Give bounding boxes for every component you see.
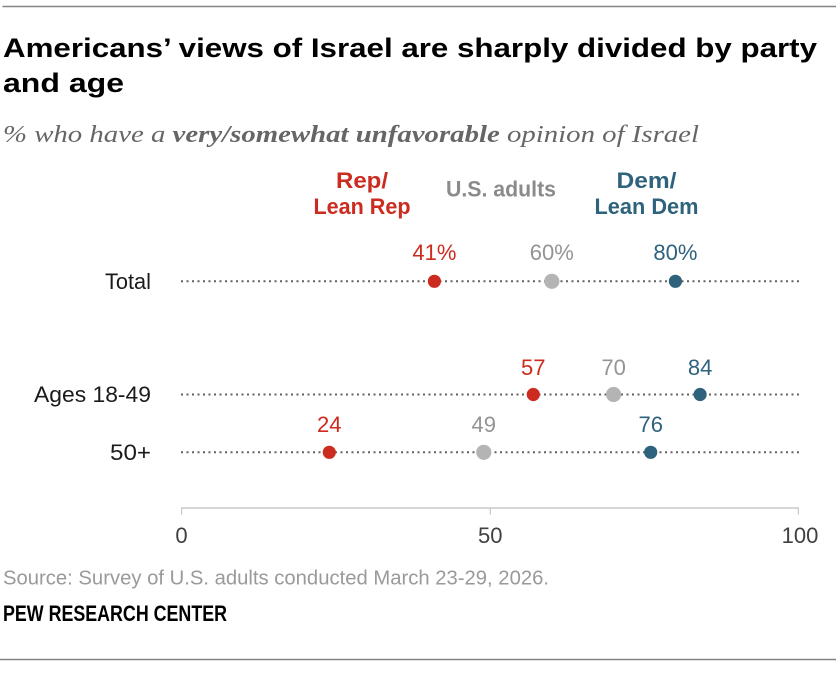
svg-text:Lean Dem: Lean Dem bbox=[595, 194, 699, 219]
svg-text:Source: Survey of U.S. adults: Source: Survey of U.S. adults conducted … bbox=[3, 568, 549, 590]
svg-text:Lean Rep: Lean Rep bbox=[314, 194, 411, 219]
svg-text:PEW RESEARCH CENTER: PEW RESEARCH CENTER bbox=[3, 601, 227, 626]
svg-text:Total: Total bbox=[105, 269, 151, 294]
svg-text:100: 100 bbox=[782, 523, 819, 548]
svg-text:50: 50 bbox=[478, 523, 502, 548]
svg-text:57: 57 bbox=[521, 355, 545, 380]
svg-text:Dem/: Dem/ bbox=[617, 168, 677, 193]
svg-text:24: 24 bbox=[317, 412, 341, 437]
svg-text:70: 70 bbox=[601, 355, 625, 380]
svg-text:76: 76 bbox=[638, 412, 662, 437]
svg-text:0: 0 bbox=[175, 523, 187, 548]
svg-text:49: 49 bbox=[472, 412, 496, 437]
svg-text:Americans’ views of Israel are: Americans’ views of Israel are sharply d… bbox=[3, 33, 817, 63]
svg-text:80%: 80% bbox=[653, 240, 697, 265]
svg-text:U.S. adults: U.S. adults bbox=[446, 177, 556, 202]
svg-text:50+: 50+ bbox=[110, 440, 151, 465]
svg-text:60%: 60% bbox=[530, 240, 574, 265]
svg-text:41%: 41% bbox=[412, 240, 456, 265]
svg-text:and age: and age bbox=[3, 68, 124, 98]
svg-text:% who have a very/somewhat unf: % who have a very/somewhat unfavorable o… bbox=[3, 121, 699, 148]
svg-text:84: 84 bbox=[688, 355, 712, 380]
svg-text:Rep/: Rep/ bbox=[336, 168, 388, 193]
svg-text:Ages 18-49: Ages 18-49 bbox=[34, 382, 151, 407]
